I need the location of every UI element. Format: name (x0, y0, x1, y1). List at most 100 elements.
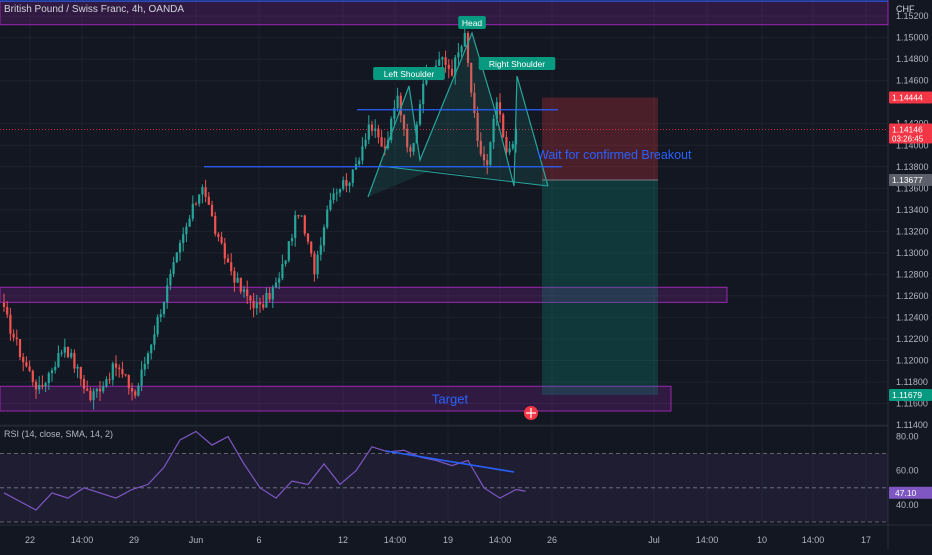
price-tick-label: 1.14600 (896, 76, 929, 86)
candle-body (146, 353, 150, 364)
candle-body (223, 243, 226, 259)
pattern-label-box (458, 16, 486, 29)
candle-body (284, 260, 287, 264)
candle-body (44, 383, 47, 387)
candle-body (127, 375, 130, 389)
candle-body (239, 277, 242, 292)
candle-body (486, 160, 489, 165)
candle-body (335, 192, 338, 194)
candle-body (252, 300, 255, 309)
price-tick-label: 1.15000 (896, 33, 929, 43)
candle-body (15, 337, 18, 340)
candle-body (66, 346, 70, 358)
pattern-fill (368, 33, 548, 197)
candle-body (130, 388, 134, 392)
candle-body (441, 57, 444, 60)
levels[interactable]: Wait for confirmed Breakout (204, 109, 692, 168)
candle-body (38, 384, 41, 390)
pattern-neckline (379, 165, 549, 187)
short-position-tool[interactable] (0, 97, 888, 395)
candle-body (50, 370, 54, 374)
candle-body (124, 374, 127, 376)
price-tick-label: 1.11800 (896, 377, 928, 387)
candle-body (326, 209, 329, 228)
price-tag-countdown: 03:26:45 (892, 135, 924, 144)
candle-body (402, 115, 406, 129)
candle-body (207, 196, 210, 205)
price-tick-label: 1.13800 (896, 162, 929, 172)
candle-body (185, 226, 188, 235)
candle-body (57, 352, 60, 367)
price-tick-label: 1.12000 (896, 355, 929, 365)
price-tick-label: 1.12400 (896, 312, 929, 322)
candle-body (188, 218, 191, 227)
candle-body (383, 146, 386, 149)
candle-body (406, 128, 409, 148)
candle-body (316, 254, 319, 275)
candle-body (514, 129, 518, 145)
candle-body (70, 352, 73, 358)
candle-body (390, 118, 393, 140)
price-tag-value: 1.14146 (892, 125, 923, 135)
candle-body (121, 368, 124, 375)
candle-body (489, 142, 492, 165)
price-tag-value: 1.11679 (892, 390, 922, 400)
price-tick-label: 1.12800 (896, 269, 929, 279)
candle-body (313, 253, 316, 275)
candle-body (137, 385, 140, 396)
candle-body (92, 391, 95, 401)
price-tick-label: 1.13600 (896, 183, 929, 193)
rsi-divergence-line (385, 450, 515, 473)
candle-body (415, 124, 418, 144)
pattern-label: Left Shoulder (384, 69, 435, 79)
pattern-label-box (373, 67, 445, 80)
candle-body (380, 137, 383, 147)
price-tag-value: 1.13677 (892, 175, 923, 185)
candle-body (258, 302, 262, 305)
candle-body (412, 143, 415, 152)
rsi-legend[interactable]: RSI (14, close, SMA, 14, 2) (4, 429, 114, 439)
candle-body (150, 344, 153, 354)
candle-body (329, 199, 332, 210)
price-axis[interactable]: 1.152001.150001.148001.146001.142001.140… (896, 11, 929, 510)
candle-body (476, 112, 479, 141)
price-tag-value: 1.14444 (892, 92, 923, 102)
candle-body (374, 128, 377, 131)
price-tag (889, 174, 932, 187)
symbol-title[interactable]: British Pound / Swiss Franc, 4h, OANDA (4, 4, 185, 15)
time-tick-label: 26 (547, 535, 557, 545)
pattern-label: Head (462, 18, 483, 28)
candle-body (34, 381, 38, 390)
pattern-labels: Head Left Shoulder Right Shoulder (373, 16, 556, 420)
candle-body (393, 108, 396, 119)
candle-body (102, 386, 105, 392)
pattern-label-box (478, 57, 556, 70)
candle-body (505, 136, 508, 153)
candle-body (140, 369, 143, 386)
candle-body (31, 370, 34, 382)
candle-body (12, 333, 15, 338)
candle-body (178, 242, 182, 253)
candle-body (294, 215, 297, 239)
candle-body (262, 304, 265, 308)
time-tick-label: 29 (129, 535, 139, 545)
candle-body (201, 187, 204, 195)
candle-body (2, 302, 6, 308)
candle-body (281, 263, 284, 279)
candle-body (358, 160, 361, 165)
candle-body (28, 366, 31, 371)
candle-body (271, 287, 274, 300)
candle-body (76, 366, 79, 369)
candle-body (332, 193, 335, 200)
time-axis[interactable]: 22 14:00 29 Jun 6 12 14:00 19 14:00 26 Jul 14:00 10 1… (25, 535, 871, 545)
candle-body (220, 236, 223, 244)
rsi-value: 47.10 (895, 488, 917, 498)
candle-body (73, 352, 76, 369)
candle-body (108, 379, 111, 381)
time-tick-label: 14:00 (489, 535, 512, 545)
candle-body (166, 285, 169, 303)
